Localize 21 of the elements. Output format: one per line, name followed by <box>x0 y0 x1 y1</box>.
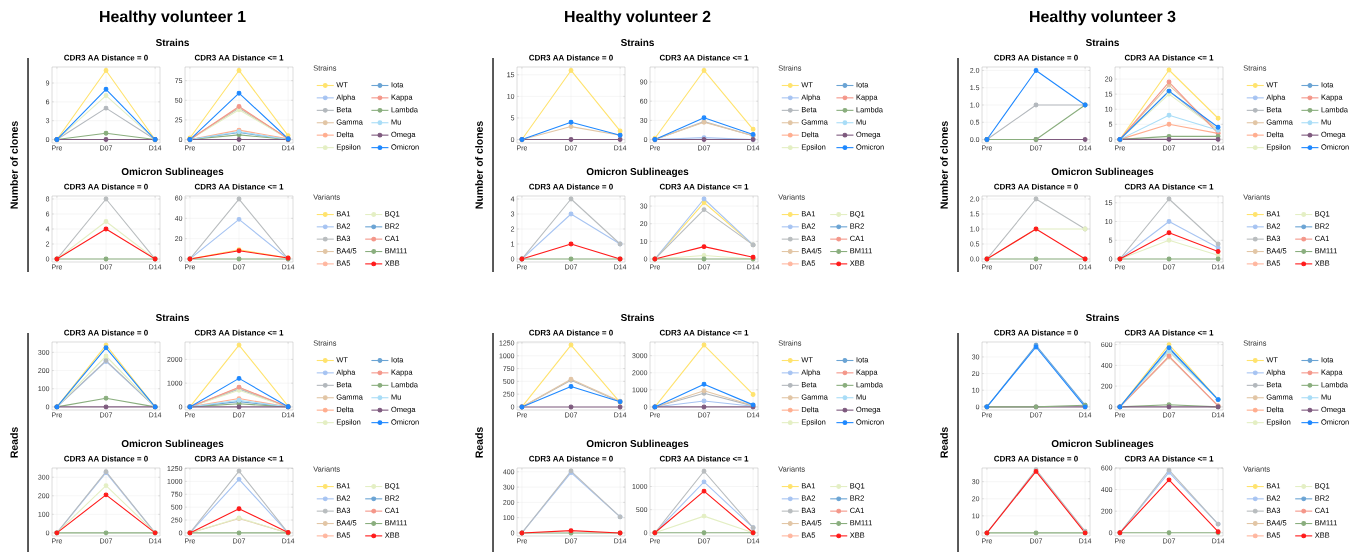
chart-subtitle: Omicron Sublineages <box>1051 167 1154 178</box>
chart-subtitle: Omicron Sublineages <box>586 439 689 450</box>
chart-subtitle: Strains <box>155 313 189 322</box>
chart-subtitle: Omicron Sublineages <box>121 439 224 450</box>
chart-subtitle: Omicron Sublineages <box>1051 439 1154 450</box>
chart-subtitle: Omicron Sublineages <box>586 167 689 178</box>
chart-subtitle: Strains <box>1085 313 1119 322</box>
y-axis-title: Reads <box>475 427 483 458</box>
y-axis-title: Number of clones <box>940 121 948 209</box>
y-axis-title: Reads <box>940 427 948 458</box>
chart-subtitle: Strains <box>1085 38 1119 47</box>
y-axis-title: Number of clones <box>475 121 483 209</box>
y-axis-title: Number of clones <box>10 121 18 209</box>
y-axis-title: Reads <box>10 427 18 458</box>
chart-subtitle: Strains <box>620 38 654 47</box>
chart-subtitle: Strains <box>155 38 189 47</box>
text: Healthy volunteer 3 <box>1030 10 1176 26</box>
chart-subtitle: Strains <box>620 313 654 322</box>
chart-subtitle: Omicron Sublineages <box>121 167 224 178</box>
text: Healthy volunteer 1 <box>100 10 246 26</box>
text: Healthy volunteer 2 <box>565 10 711 26</box>
